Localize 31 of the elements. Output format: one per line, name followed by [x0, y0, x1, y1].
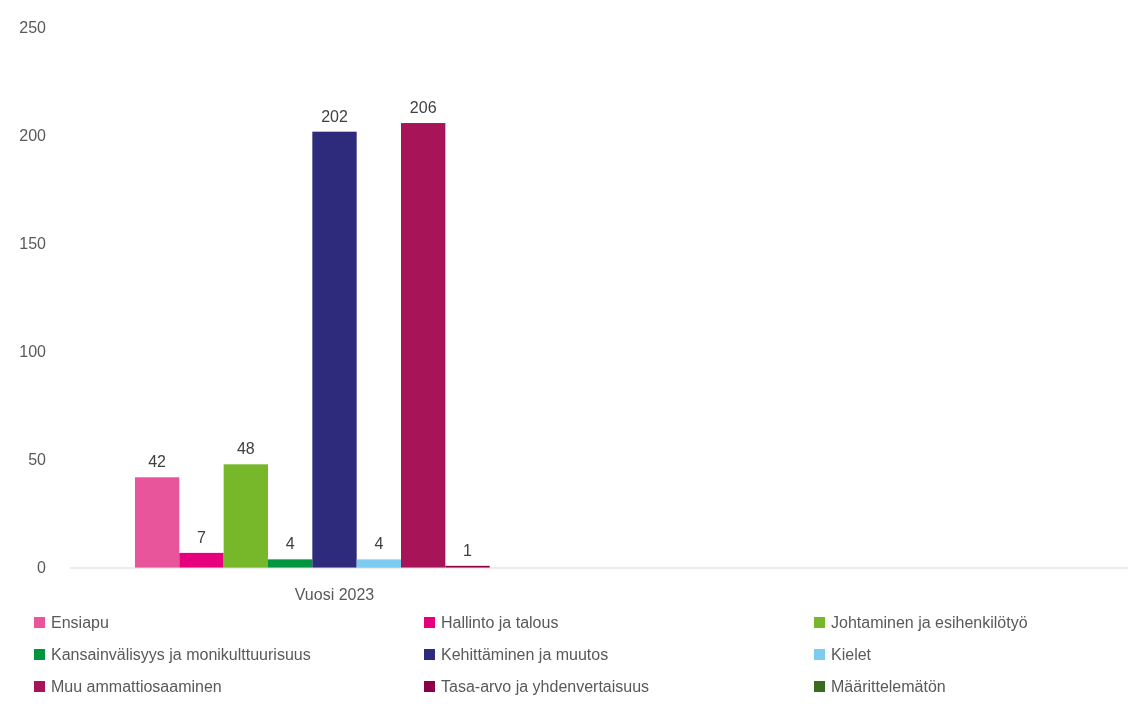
y-tick-label: 100 [19, 343, 47, 360]
legend-label: Ensiapu [51, 614, 109, 631]
legend-label: Johtaminen ja esihenkilötyö [831, 614, 1028, 631]
bar [356, 559, 402, 568]
y-tick-label: 150 [19, 235, 47, 252]
data-label: 1 [463, 541, 473, 559]
data-label: 202 [321, 107, 348, 125]
bar [223, 464, 268, 568]
bar [179, 552, 224, 568]
bar [267, 559, 313, 568]
y-tick-label: 200 [19, 127, 47, 144]
bar [312, 131, 357, 568]
legend-label: Kielet [831, 646, 872, 663]
y-tick-label: 50 [28, 451, 47, 468]
data-label: 206 [409, 99, 437, 117]
data-label: 4 [374, 535, 384, 553]
legend-label: Hallinto ja talous [441, 614, 559, 631]
data-label: 42 [148, 453, 167, 471]
legend-label: Kansainvälisyys ja monikulttuurisuus [51, 646, 311, 663]
legend-label: Muu ammattiosaaminen [51, 678, 222, 695]
legend-label: Kehittäminen ja muutos [441, 646, 609, 663]
data-label: 48 [236, 440, 255, 458]
data-label: 7 [197, 528, 207, 546]
legend-label: Määrittelemätön [831, 678, 946, 695]
y-tick-label: 0 [37, 559, 47, 576]
x-tick-label: Vuosi 2023 [294, 586, 375, 603]
data-label: 4 [285, 535, 295, 553]
legend-label: Tasa-arvo ja yhdenvertaisuus [441, 678, 650, 695]
y-tick-label: 250 [19, 19, 47, 36]
bar [401, 123, 446, 568]
bar [134, 477, 180, 568]
